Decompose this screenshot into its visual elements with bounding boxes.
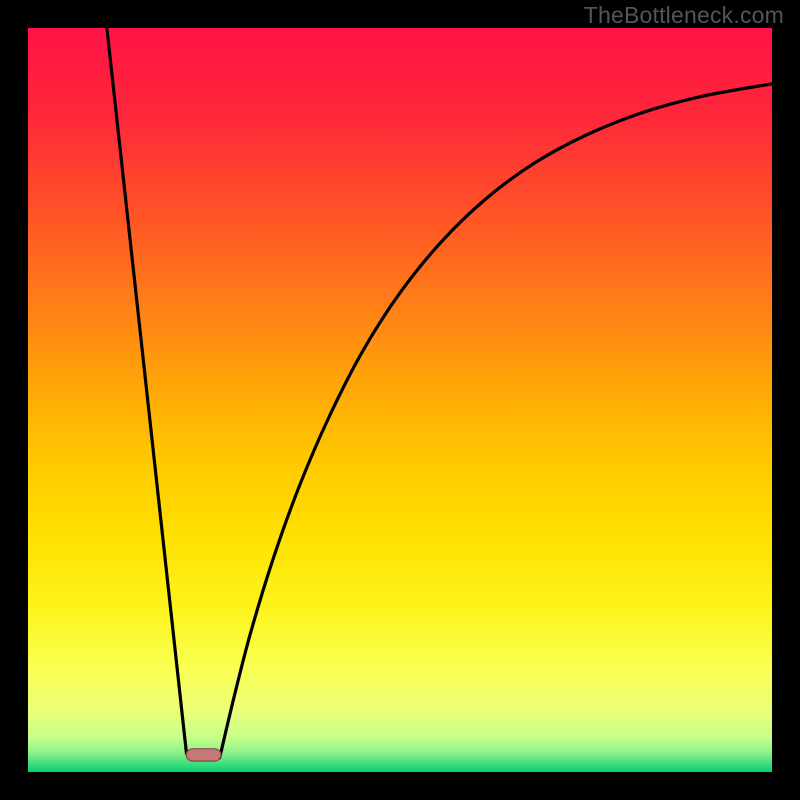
bottleneck-chart: TheBottleneck.com (0, 0, 800, 800)
plot-area (28, 28, 772, 772)
chart-svg (0, 0, 800, 800)
watermark-text: TheBottleneck.com (584, 2, 784, 29)
optimal-marker (186, 749, 221, 761)
